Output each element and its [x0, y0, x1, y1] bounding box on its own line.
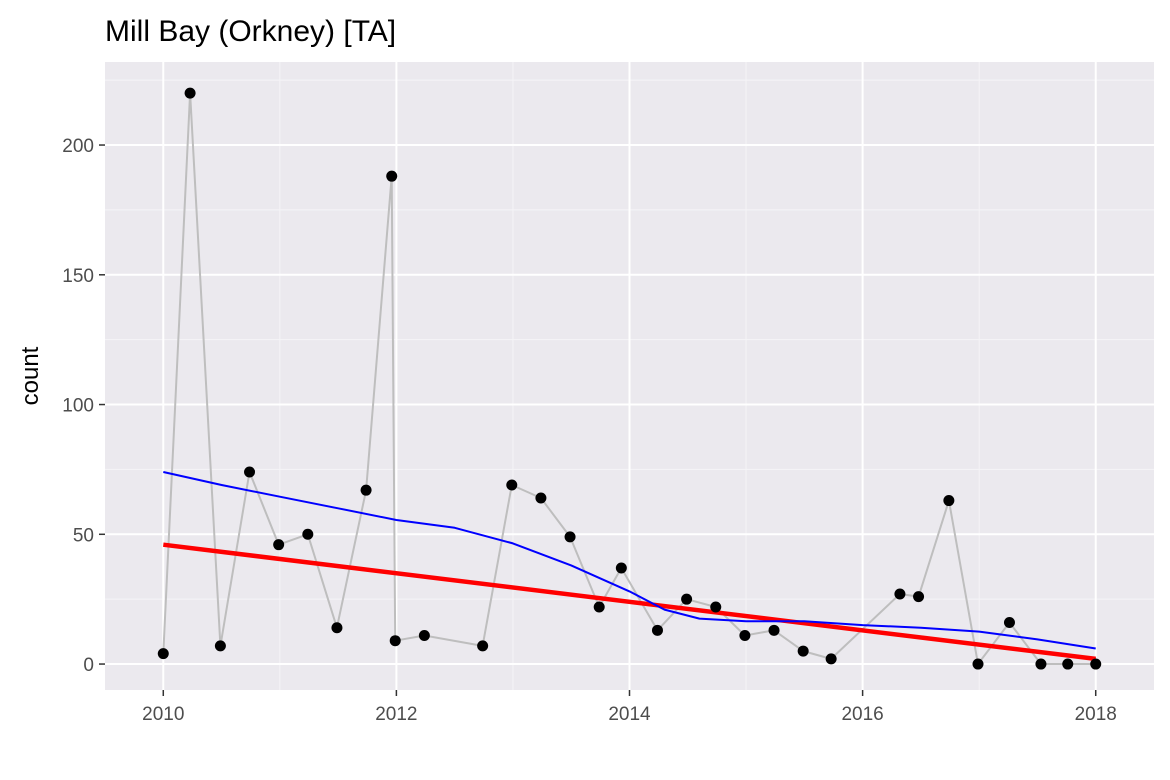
x-tick-label: 2018 [1075, 704, 1117, 725]
data-point [651, 624, 663, 636]
data-point [913, 591, 925, 603]
data-point [184, 87, 196, 99]
data-point [825, 653, 837, 665]
y-tick-label: 200 [62, 136, 94, 157]
data-point [386, 170, 398, 182]
y-axis-label: count [17, 346, 44, 405]
count-series-line [162, 92, 1096, 665]
data-point [972, 658, 984, 670]
data-point [244, 466, 256, 478]
series-layer [157, 87, 1102, 670]
data-point [302, 528, 314, 540]
data-point [564, 531, 576, 543]
x-tick-label: 2012 [375, 704, 417, 725]
data-point [615, 562, 627, 574]
data-point [894, 588, 906, 600]
data-point [360, 484, 372, 496]
data-point [943, 495, 955, 507]
data-point [418, 630, 430, 642]
data-point [768, 624, 780, 636]
data-point [1003, 617, 1015, 629]
x-tick-label: 2010 [142, 704, 184, 725]
data-point [331, 622, 343, 634]
grid-major [105, 62, 1154, 690]
y-tick-label: 50 [73, 525, 94, 546]
x-axis: 2010 2012 2014 2016 2018 [142, 690, 1117, 725]
smooth-trend-line [163, 471, 1096, 650]
data-point [797, 645, 809, 657]
x-tick-label: 2014 [608, 704, 651, 725]
data-point [1090, 658, 1102, 670]
data-point [506, 479, 518, 491]
data-point [273, 539, 285, 551]
data-point [214, 640, 226, 652]
chart-title: Mill Bay (Orkney) [TA] [105, 15, 396, 48]
data-point [1062, 658, 1074, 670]
y-axis: 0 50 100 150 200 [62, 136, 105, 676]
y-tick-label: 150 [62, 266, 94, 287]
y-tick-label: 0 [83, 655, 94, 676]
data-point [389, 635, 401, 647]
data-point [593, 601, 605, 613]
data-point [710, 601, 722, 613]
data-point [1035, 658, 1047, 670]
data-point [681, 593, 693, 605]
linear-trend-line [163, 542, 1096, 662]
y-tick-label: 100 [62, 396, 94, 417]
data-point [477, 640, 489, 652]
data-point [157, 648, 169, 660]
x-tick-label: 2016 [841, 704, 883, 725]
data-point [739, 630, 751, 642]
data-point [535, 492, 547, 504]
